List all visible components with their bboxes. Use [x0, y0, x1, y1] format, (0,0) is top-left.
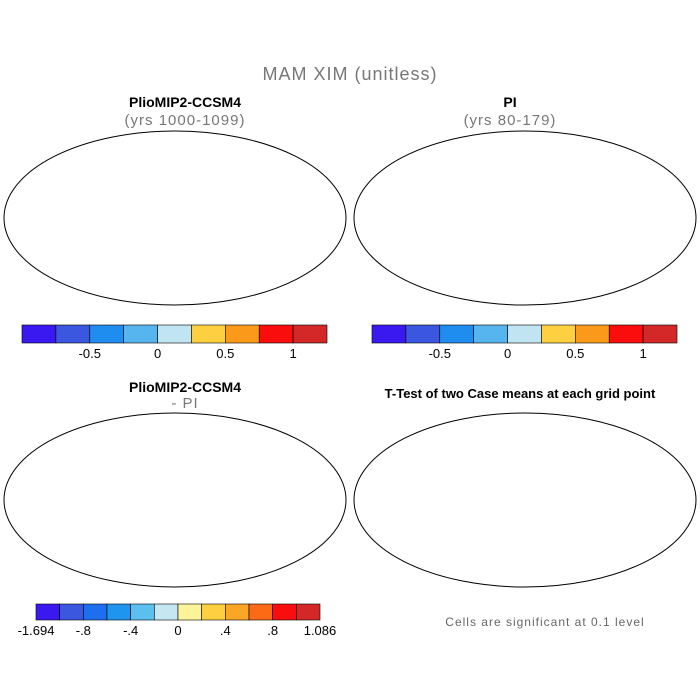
colorbar-swatch	[157, 324, 192, 344]
colorbar-swatch	[608, 324, 644, 344]
panel1-subtitle: (yrs 1000-1099)	[124, 112, 246, 129]
colorbar-swatch	[225, 603, 250, 621]
colorbar-swatch	[123, 324, 158, 344]
figure-title: MAM XIM (unitless)	[262, 64, 438, 84]
colorbar-swatch	[21, 324, 57, 344]
significance-note: Cells are significant at 0.1 level	[445, 615, 645, 629]
colorbar-swatch	[130, 603, 155, 621]
colorbar-swatch	[83, 603, 108, 621]
panel3-subtitle: - PI	[171, 395, 199, 412]
map-panel-1	[3, 130, 347, 306]
colorbar-tick-label: 1.086	[304, 623, 337, 638]
panel2-title: PI	[503, 94, 517, 110]
colorbar-swatch	[106, 603, 131, 621]
colorbar-swatch	[258, 324, 294, 344]
colorbar-swatch	[575, 324, 610, 344]
colorbar-swatch	[154, 603, 179, 621]
panel1-title: PlioMIP2-CCSM4	[128, 94, 241, 110]
colorbar-swatch	[296, 603, 321, 621]
map-panel-4	[353, 412, 697, 588]
colorbar-tick-label: .8	[267, 623, 278, 638]
colorbar-tick-label: -.8	[76, 623, 91, 638]
colorbar-swatch	[59, 603, 84, 621]
colorbar-tick-label: 0	[154, 346, 161, 361]
colorbar-swatch	[405, 324, 441, 344]
colorbar-1: -0.5 0 0.5 1	[21, 324, 328, 361]
map-outline-2	[353, 130, 697, 306]
map-panel-3	[3, 412, 347, 588]
colorbar-swatch	[507, 324, 542, 344]
colorbar-tick-label: -.4	[123, 623, 138, 638]
panel2-subtitle: (yrs 80-179)	[463, 112, 557, 129]
colorbar-swatch	[642, 324, 678, 344]
colorbar-swatch	[272, 603, 297, 621]
colorbar-swatch	[201, 603, 226, 621]
colorbar-tick-label: -1.694	[18, 623, 55, 638]
colorbar-swatch	[177, 603, 202, 621]
colorbar-tick-label: .4	[220, 623, 231, 638]
colorbar-tick-label: -0.5	[79, 346, 101, 361]
colorbar-swatch	[439, 324, 474, 344]
colorbar-swatch	[89, 324, 124, 344]
map-panel-2	[353, 130, 697, 306]
colorbar-swatch	[225, 324, 260, 344]
colorbar-tick-label: -0.5	[429, 346, 451, 361]
colorbar-swatch	[35, 603, 60, 621]
colorbar-swatch	[191, 324, 226, 344]
panel3-title: PlioMIP2-CCSM4	[128, 379, 241, 395]
colorbar-swatch	[541, 324, 576, 344]
map-outline-4	[353, 412, 697, 588]
colorbar-tick-label: 0	[504, 346, 511, 361]
colorbar-tick-label: 1	[289, 346, 296, 361]
colorbar-swatch	[248, 603, 273, 621]
panel4-title: T-Test of two Case means at each grid po…	[384, 386, 656, 401]
map-outline-3	[3, 412, 347, 588]
map-outline-1	[3, 130, 347, 306]
colorbar-tick-label: 0	[174, 623, 181, 638]
colorbar-tick-label: 0.5	[216, 346, 234, 361]
colorbar-3: -1.694 -.8 -.4 0 .4 .8 1.086	[18, 603, 337, 638]
colorbar-tick-label: 1	[639, 346, 646, 361]
colorbar-swatch	[371, 324, 407, 344]
colorbar-2: -0.5 0 0.5 1	[371, 324, 678, 361]
colorbar-swatch	[55, 324, 91, 344]
colorbar-swatch	[292, 324, 328, 344]
colorbar-swatch	[473, 324, 508, 344]
colorbar-tick-label: 0.5	[566, 346, 584, 361]
